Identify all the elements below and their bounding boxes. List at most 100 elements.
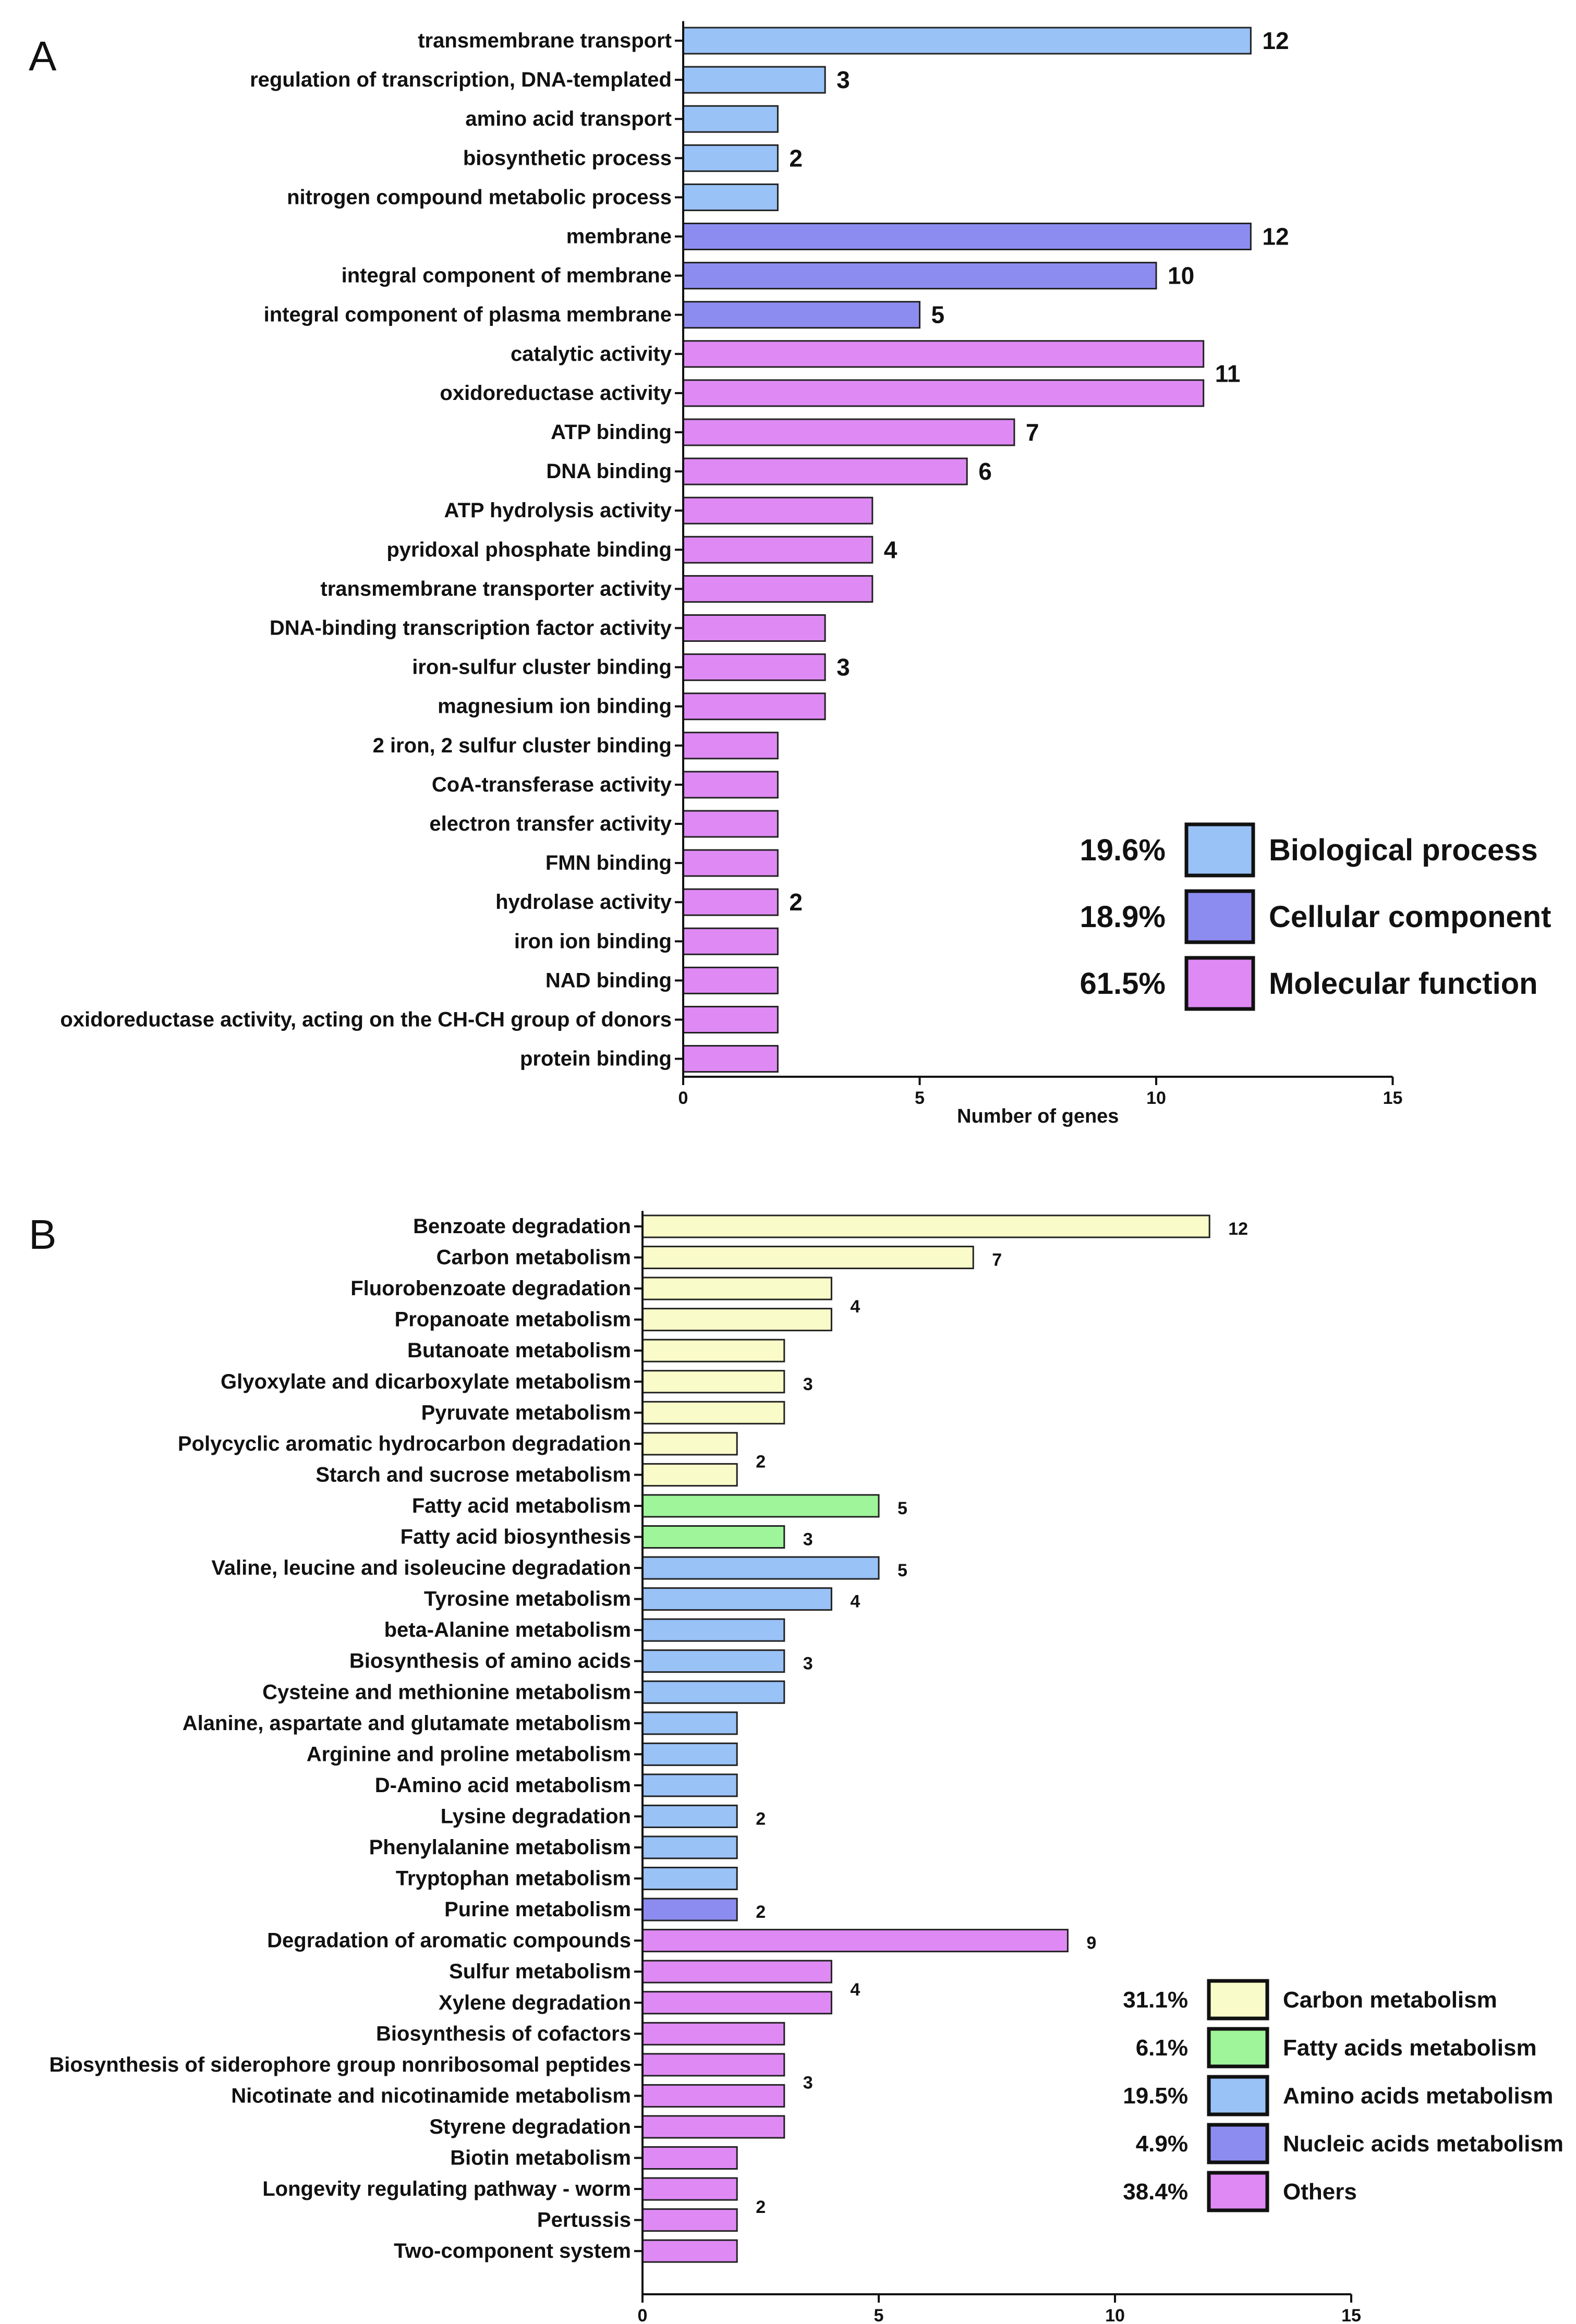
pb-bar-9: [641, 1494, 880, 1518]
pb-bar-17: [641, 1742, 738, 1766]
pa-value-label-0: 12: [1262, 27, 1289, 54]
pa-bar-20: [682, 810, 779, 838]
pb-legend-pct-4: 38.4%: [1123, 2179, 1188, 2205]
pb-legend-label-3: Nucleic acids metabolism: [1283, 2131, 1563, 2157]
pb-legend-label-4: Others: [1283, 2179, 1357, 2205]
pa-value-label-2: 2: [789, 144, 803, 172]
pa-category-label-0: transmembrane transport: [418, 29, 672, 52]
pb-legend-pct-3: 4.9%: [1136, 2131, 1188, 2157]
pb-value-label-14: 3: [803, 2073, 813, 2093]
pa-bar-9: [682, 379, 1205, 407]
pb-category-label-29: Styrene degradation: [429, 2115, 631, 2138]
pb-category-label-3: Propanoate metabolism: [395, 1308, 631, 1331]
pb-xtick-label-3: 15: [1341, 2306, 1361, 2324]
pa-value-label-5: 5: [931, 301, 945, 328]
pb-bar-30: [641, 2146, 738, 2170]
pb-category-label-25: Xylene degradation: [439, 1991, 631, 2014]
pb-value-label-3: 3: [803, 1374, 813, 1394]
chart-a: transmembrane transport regulation of tra…: [60, 21, 1551, 1127]
pa-bar-21: [682, 849, 779, 877]
pb-xtick-label-2: 10: [1105, 2306, 1125, 2324]
pa-legend-pct-2: 61.5%: [1080, 967, 1166, 1001]
pb-category-label-2: Fluorobenzoate degradation: [350, 1277, 631, 1300]
pa-category-label-26: protein binding: [520, 1048, 672, 1070]
pa-xtick-label-0: 0: [678, 1088, 688, 1108]
pb-value-label-9: 3: [803, 1654, 813, 1674]
pa-value-label-1: 3: [837, 66, 850, 93]
pa-legend-label-1: Cellular component: [1269, 900, 1551, 934]
pa-legend-pct-1: 18.9%: [1080, 900, 1166, 934]
pa-x-axis-title: Number of genes: [957, 1105, 1119, 1127]
pb-value-label-11: 2: [756, 1902, 766, 1922]
pb-bar-2: [641, 1276, 832, 1300]
pb-category-label-12: Tyrosine metabolism: [424, 1588, 631, 1611]
pa-bar-7: [682, 301, 920, 329]
pb-bar-22: [641, 1897, 738, 1921]
pb-value-label-2: 4: [850, 1297, 860, 1317]
pa-category-label-17: magnesium ion binding: [438, 695, 672, 718]
pb-category-label-13: beta-Alanine metabolism: [384, 1619, 631, 1641]
pa-category-label-5: membrane: [566, 225, 672, 248]
pb-category-label-33: Two-component system: [394, 2240, 631, 2262]
pa-bar-4: [682, 183, 779, 211]
pb-legend-swatch-3: [1207, 2123, 1269, 2164]
pa-legend-swatch-1: [1184, 889, 1255, 944]
pb-category-label-26: Biosynthesis of cofactors: [376, 2022, 631, 2045]
pa-category-label-15: DNA-binding transcription factor activit…: [270, 617, 672, 640]
pa-bar-11: [682, 457, 968, 485]
pb-category-label-15: Cysteine and methionine metabolism: [262, 1681, 631, 1704]
pa-value-label-7: 7: [1026, 419, 1039, 446]
pb-bar-12: [641, 1587, 832, 1611]
pb-category-label-10: Fatty acid biosynthesis: [401, 1526, 631, 1549]
pb-category-label-18: D-Amino acid metabolism: [375, 1774, 631, 1797]
pb-legend-swatch-4: [1207, 2171, 1269, 2212]
pb-bar-3: [641, 1308, 832, 1332]
pb-category-label-28: Nicotinate and nicotinamide metabolism: [231, 2084, 631, 2107]
pa-value-label-9: 4: [884, 536, 898, 563]
pa-bar-3: [682, 144, 779, 172]
pb-category-label-32: Pertussis: [537, 2209, 631, 2232]
pb-category-label-11: Valine, leucine and isoleucine degradati…: [211, 1556, 631, 1579]
pb-category-label-27: Biosynthesis of siderophore group nonrib…: [49, 2053, 631, 2076]
pb-bar-20: [641, 1835, 738, 1859]
pa-bar-0: [682, 27, 1252, 55]
pa-value-label-3: 12: [1262, 223, 1289, 250]
pb-legend-label-1: Fatty acids metabolism: [1283, 2035, 1537, 2061]
pb-category-label-9: Fatty acid metabolism: [412, 1494, 631, 1517]
pb-bar-8: [641, 1463, 738, 1487]
pb-x-axis-title: Number of genes: [916, 2323, 1077, 2324]
pa-category-label-14: transmembrane transporter activity: [320, 577, 672, 600]
pb-bar-1: [641, 1246, 974, 1270]
pa-category-label-24: NAD binding: [545, 969, 672, 992]
pb-bar-33: [641, 2239, 738, 2263]
pb-category-label-24: Sulfur metabolism: [449, 1960, 631, 1983]
pb-category-label-8: Starch and sucrose metabolism: [316, 1463, 631, 1486]
pa-category-label-7: integral component of plasma membrane: [264, 303, 672, 326]
pb-bar-23: [641, 1929, 1069, 1953]
pb-category-label-1: Carbon metabolism: [437, 1246, 631, 1269]
pb-value-label-5: 5: [898, 1499, 907, 1518]
panel-label-b: B: [29, 1211, 56, 1258]
pb-bar-26: [641, 2022, 785, 2046]
pb-bar-24: [641, 1960, 832, 1984]
pa-category-label-25: oxidoreductase activity, acting on the C…: [60, 1008, 672, 1031]
pa-bar-26: [682, 1045, 779, 1073]
pb-category-label-7: Polycyclic aromatic hydrocarbon degradat…: [178, 1432, 631, 1455]
pb-legend-label-2: Amino acids metabolism: [1283, 2083, 1553, 2109]
pb-category-label-4: Butanoate metabolism: [407, 1339, 631, 1362]
pa-value-label-10: 3: [837, 654, 850, 681]
pb-category-label-21: Tryptophan metabolism: [396, 1867, 631, 1890]
pa-category-label-11: DNA binding: [546, 460, 672, 483]
pb-bar-6: [641, 1401, 785, 1425]
pb-legend-pct-0: 31.1%: [1123, 1987, 1188, 2013]
pb-category-label-19: Lysine degradation: [441, 1805, 631, 1828]
pb-bar-31: [641, 2177, 738, 2201]
pa-bar-22: [682, 888, 779, 916]
pb-bar-14: [641, 1649, 785, 1673]
pb-value-label-6: 3: [803, 1530, 813, 1550]
pa-bar-5: [682, 223, 1252, 250]
chart-b: Benzoate degradation Carbon metabolism Flu…: [49, 1211, 1563, 2324]
pa-bar-1: [682, 66, 826, 94]
pa-value-label-8: 6: [978, 458, 992, 485]
